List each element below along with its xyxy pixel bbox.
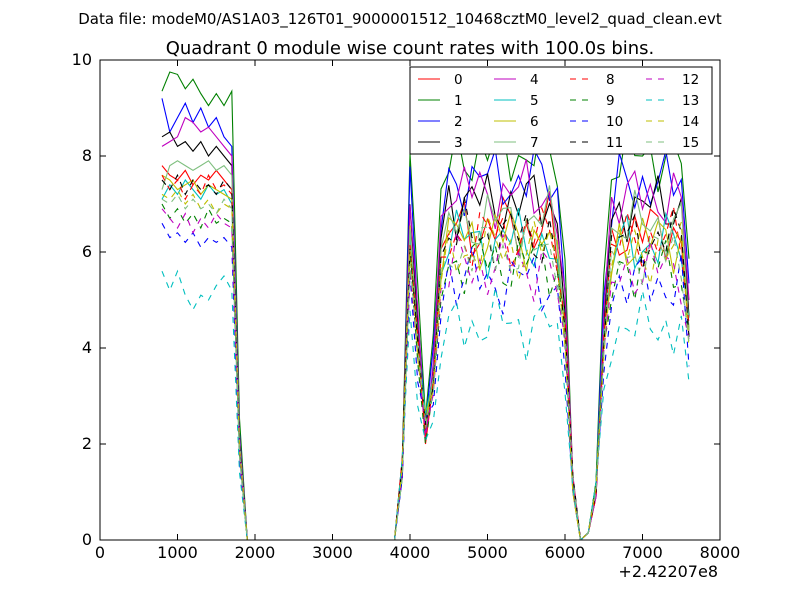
figure-suptitle: Data file: modeM0/AS1A03_126T01_90000015… [78, 10, 722, 29]
x-tick-label: 4000 [390, 543, 431, 562]
chart-title: Quadrant 0 module wise count rates with … [166, 38, 655, 59]
legend-label: 12 [682, 72, 699, 88]
series-layer [161, 71, 690, 540]
x-offset-label: +2.42207e8 [618, 562, 718, 581]
y-tick-label: 8 [82, 146, 92, 165]
x-tick-label: 5000 [467, 543, 508, 562]
legend-label: 6 [530, 114, 539, 130]
series-line-8 [161, 173, 690, 540]
legend-label: 13 [682, 93, 699, 109]
legend-label: 5 [530, 93, 539, 109]
x-tick-label: 1000 [157, 543, 198, 562]
y-tick-label: 4 [82, 338, 92, 357]
series-line-13 [161, 269, 690, 540]
legend-label: 8 [606, 72, 615, 88]
x-tick-label: 7000 [622, 543, 663, 562]
legend-label: 3 [454, 135, 463, 151]
y-tick-label: 10 [72, 50, 92, 69]
legend-label: 0 [454, 72, 463, 88]
x-tick-label: 0 [95, 543, 105, 562]
legend-label: 15 [682, 135, 699, 151]
legend-label: 14 [682, 114, 699, 130]
legend-label: 9 [606, 93, 615, 109]
y-tick-label: 2 [82, 434, 92, 453]
legend-label: 2 [454, 114, 463, 130]
x-tick-label: 8000 [700, 543, 741, 562]
x-tick-label: 6000 [545, 543, 586, 562]
x-tick-label: 3000 [312, 543, 353, 562]
y-tick-label: 6 [82, 242, 92, 261]
series-line-15 [161, 193, 690, 540]
legend-label: 7 [530, 135, 539, 151]
x-axis: 0 1000 2000 3000 4000 5000 6000 7000 8000 [95, 60, 740, 562]
y-tick-label: 0 [82, 530, 92, 549]
legend-label: 1 [454, 93, 463, 109]
legend-label: 4 [530, 72, 539, 88]
legend-box [409, 66, 713, 155]
legend-label: 10 [606, 114, 623, 130]
legend-label: 11 [606, 135, 623, 151]
x-tick-label: 2000 [235, 543, 276, 562]
